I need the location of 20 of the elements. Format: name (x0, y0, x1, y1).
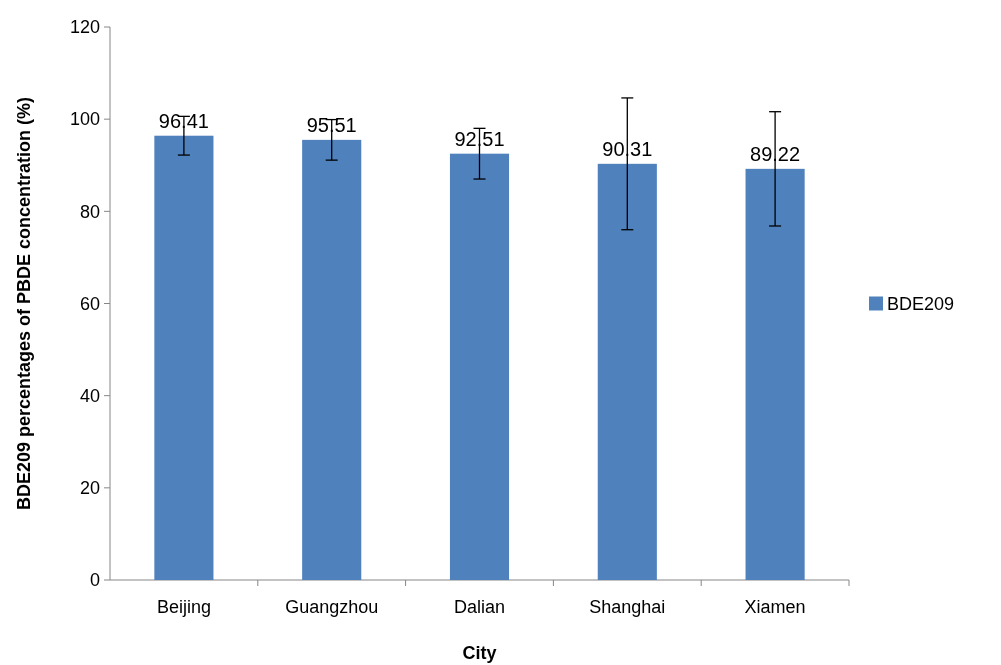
x-tick-label: Shanghai (589, 597, 666, 617)
y-axis-title: BDE209 percentages of PBDE concentration (%) (14, 96, 34, 511)
x-tick-label: Xiamen (744, 597, 806, 617)
y-tick-label: 80 (79, 201, 100, 222)
x-tick-label: Beijing (156, 597, 211, 617)
bar (597, 163, 657, 580)
y-tick-label: 120 (69, 17, 100, 38)
y-tick-label: 20 (79, 478, 100, 499)
y-tick-label: 0 (89, 570, 100, 591)
bar (745, 168, 805, 580)
bar (302, 139, 362, 580)
bar (154, 135, 214, 580)
y-tick-label: 40 (79, 385, 100, 406)
x-axis-title: City (462, 643, 497, 663)
bar (449, 153, 510, 580)
legend-label: BDE209 (887, 293, 955, 314)
x-tick-label: Guangzhou (285, 597, 379, 617)
y-tick-label: 60 (79, 293, 100, 314)
x-tick-label: Dalian (453, 597, 506, 617)
y-tick-label: 100 (69, 109, 100, 130)
